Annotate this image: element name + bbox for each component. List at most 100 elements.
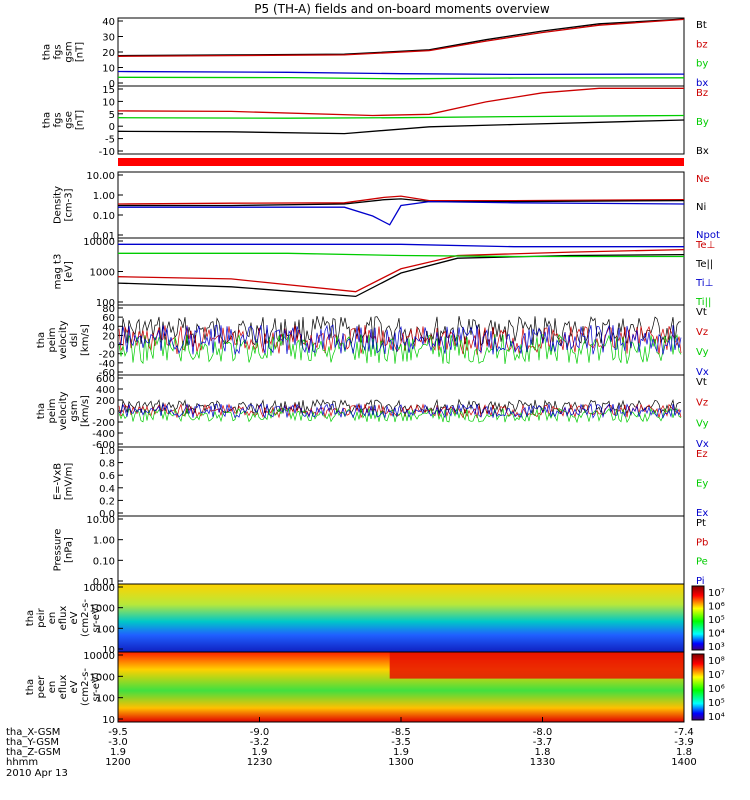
x-row-value: -3.7: [533, 737, 553, 748]
y-axis-label: tha: [42, 112, 53, 128]
y-tick-label: -10: [99, 147, 115, 158]
panel-efield: 1.0 0.80.6 0.40.2 0.0 E=-VxB [mV/m] Ez Ey Ex: [53, 446, 709, 520]
y-axis-label: peim: [47, 398, 58, 423]
y-axis-label: [nT]: [75, 110, 86, 130]
y-tick-label: -60: [99, 368, 115, 379]
x-row-label: tha_X-GSM: [6, 727, 60, 738]
y-tick-label: 1.00: [93, 536, 115, 547]
x-row-value: 1.8: [535, 747, 551, 758]
panel-density: 10.00 1.00 0.10 0.01 Density [cm-3] Ne Ni Npot: [53, 171, 720, 242]
y-tick-label: -5: [105, 135, 115, 146]
y-tick-label: 60: [102, 313, 115, 324]
y-tick-label: 400: [96, 385, 115, 396]
x-row-value: 1.9: [252, 747, 268, 758]
legend-Pt: Pt: [696, 518, 706, 529]
colorbar-label: 10⁶: [708, 684, 725, 695]
y-axis-label: [eV]: [64, 261, 75, 282]
y-tick-label: 0.0: [99, 509, 115, 520]
legend-Ex: Ex: [696, 508, 708, 519]
legend-Ti||: Ti||: [695, 297, 711, 308]
y-axis-label: fgs: [53, 44, 64, 59]
y-axis-label: [km/s]: [80, 324, 91, 356]
y-axis-label: eV: [69, 680, 80, 693]
legend-Ni: Ni: [696, 202, 706, 213]
panel-ion-spec: 10⁷ 10⁶ 10⁵ 10⁴ 10³ 10000 1000 100 10 tha peir en ef…: [25, 583, 725, 656]
legend-Vy: Vy: [696, 418, 709, 429]
y-axis-label: eflux: [58, 675, 69, 700]
y-tick-label: 0.10: [93, 556, 115, 567]
y-axis-label: gse: [64, 111, 75, 129]
series-temperature-Ti⊥: [118, 243, 684, 248]
y-axis-label: E=-VxB: [53, 463, 64, 500]
y-tick-label: 0.01: [93, 231, 115, 242]
colorbar-label: 10⁵: [708, 615, 725, 626]
x-row-value: 1330: [530, 757, 555, 768]
y-tick-label: 0.4: [99, 484, 115, 495]
x-row-value: 1.9: [393, 747, 409, 758]
legend-Ez: Ez: [696, 449, 708, 460]
series-fgs-gsm-by: [117, 76, 685, 80]
y-tick-label: 40: [102, 322, 115, 333]
y-tick-label: 600: [96, 374, 115, 385]
x-row-value: -9.5: [108, 727, 128, 738]
legend-Pi: Pi: [696, 576, 705, 587]
y-tick-label: 100: [96, 694, 115, 705]
y-tick-label: 1000: [90, 672, 115, 683]
x-row-value: 1200: [105, 757, 130, 768]
y-axis-label: (cm2-s-: [80, 668, 91, 706]
y-tick-label: 10: [102, 97, 115, 108]
y-tick-label: 10: [102, 645, 115, 656]
y-tick-label: -20: [99, 350, 115, 361]
legend-Ne: Ne: [696, 174, 710, 185]
noise-velocity-e-2: [118, 333, 682, 365]
colorbar-label: 10⁴: [708, 629, 725, 640]
y-axis-label: eflux: [58, 606, 69, 631]
y-tick-label: 10.00: [86, 515, 115, 526]
y-axis-label: tha: [36, 332, 47, 348]
y-tick-label: 20: [102, 331, 115, 342]
y-tick-label: 0: [109, 341, 115, 352]
y-tick-label: -600: [92, 440, 115, 451]
noise-velocity-i-2: [118, 407, 682, 424]
y-axis-label: velocity: [58, 391, 69, 430]
y-axis-label: tha: [25, 679, 36, 695]
series-fgs-gse-Bx: [117, 119, 685, 135]
x-row-value: 1.8: [676, 747, 692, 758]
series-temperature-Te||: [117, 253, 685, 298]
y-tick-label: 20: [102, 48, 115, 59]
y-tick-label: 5: [109, 110, 115, 121]
x-row-value: 1300: [388, 757, 413, 768]
y-axis-label: [mV/m]: [64, 463, 75, 501]
y-tick-label: 100: [96, 624, 115, 635]
colorbar-label: 10⁷: [708, 670, 725, 681]
x-row-value: -3.0: [108, 737, 128, 748]
colorbar-label: 10⁴: [708, 712, 725, 723]
legend-Vt: Vt: [696, 377, 707, 388]
y-axis-label: [cm-3]: [64, 188, 75, 221]
series-fgs-gsm-bz: [117, 18, 685, 57]
y-axis-label: en: [47, 612, 58, 625]
colorbar-label: 10⁵: [708, 698, 725, 709]
y-tick-label: -400: [92, 429, 115, 440]
colorbar-label: 10⁷: [708, 588, 725, 599]
y-axis-label: Pressure: [53, 529, 64, 572]
series-density-Npot: [118, 200, 685, 226]
series-fgs-gsm-Bt: [117, 18, 685, 57]
y-axis-label: peir: [36, 607, 47, 627]
series-density-Ne: [117, 195, 685, 205]
y-axis-label: tha: [42, 44, 53, 60]
series-fgs-gse-Bz: [117, 87, 684, 117]
legend-Ti⊥: Ti⊥: [695, 278, 713, 289]
y-tick-label: 0.10: [93, 211, 115, 222]
x-row-value: -3.9: [674, 737, 694, 748]
frame-temperature: [117, 237, 685, 306]
series-temperature-Te⊥: [117, 248, 685, 293]
legend-Npot: Npot: [696, 230, 720, 241]
spectrogram-hot-region: [389, 652, 684, 679]
y-tick-label: 15: [102, 85, 115, 96]
legend-Vy: Vy: [696, 347, 709, 358]
y-tick-label: 1000: [90, 604, 115, 615]
x-row-value: 1.9: [110, 747, 126, 758]
